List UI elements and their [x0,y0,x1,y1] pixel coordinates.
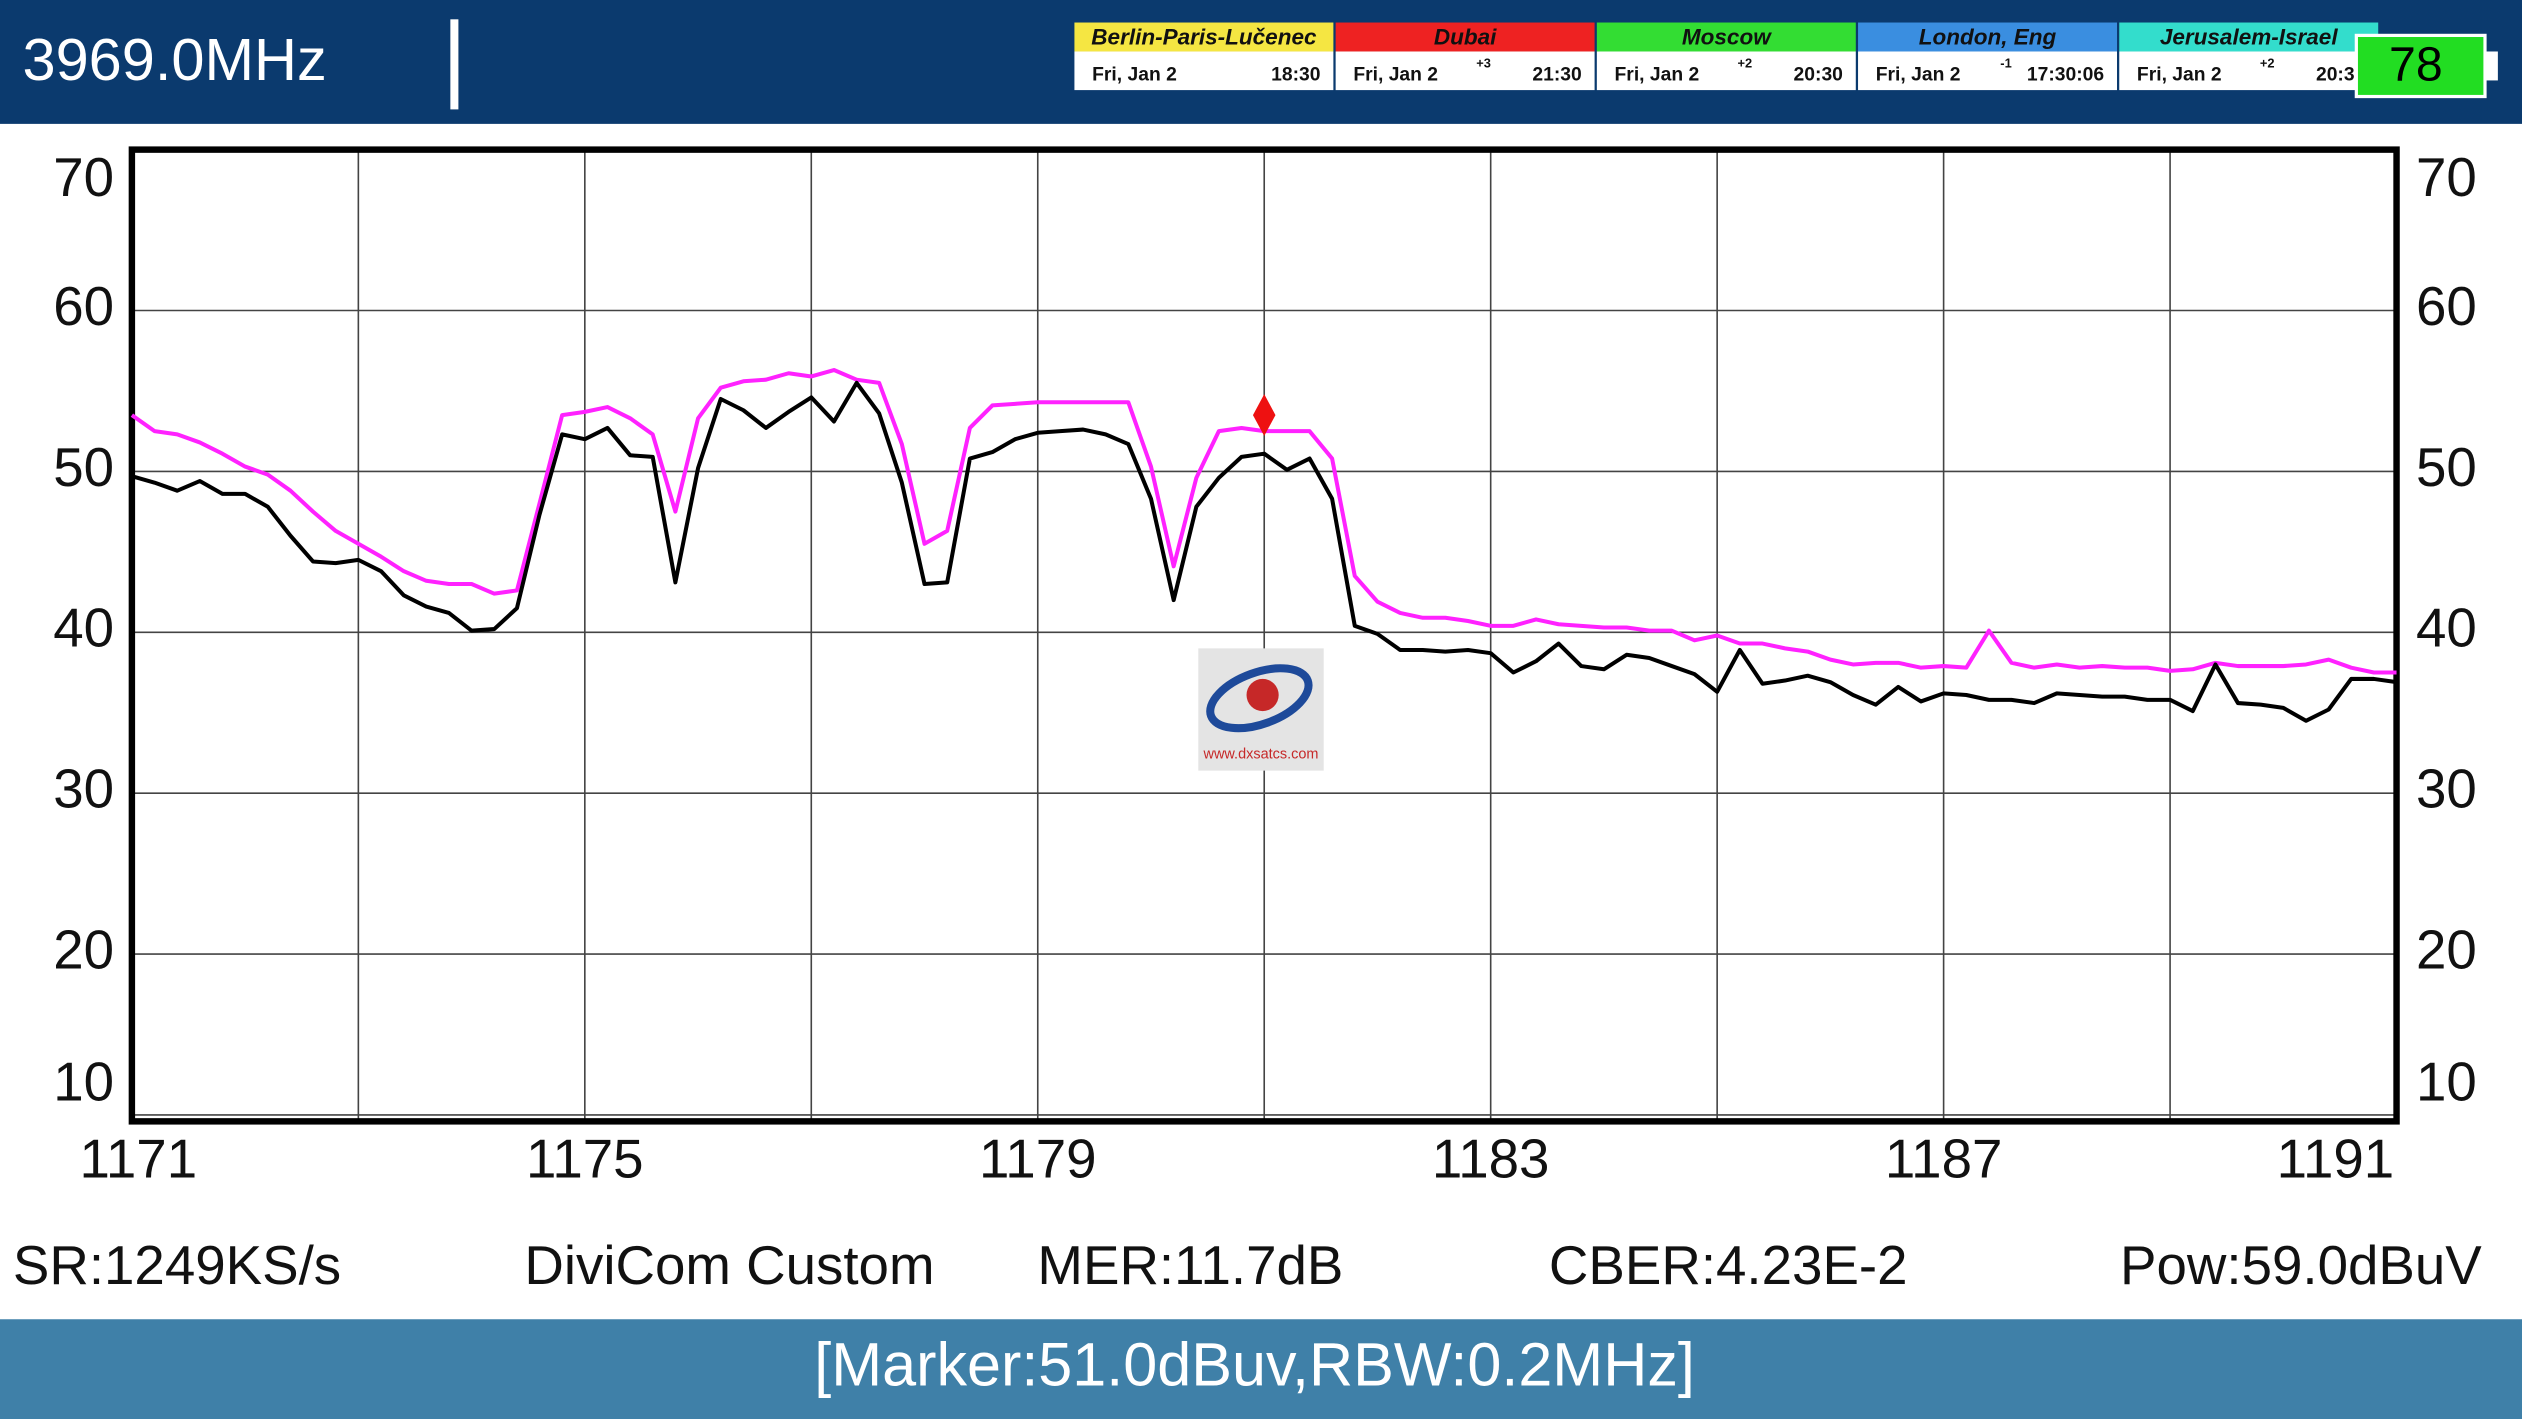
status-pow: Pow:59.0dBuV [2120,1234,2482,1296]
x-tick-label: 1183 [1432,1128,1550,1190]
y-tick-label: 30 [53,758,114,820]
frequency: 3969.0MHz [23,26,327,93]
y2-tick-label: 70 [2416,146,2477,208]
clock-date: Fri, Jan 2 [1353,65,1438,86]
clock-city: Jerusalem-Israel [2160,25,2338,50]
clock-time: 20:30 [1794,65,1843,86]
logo: www.dxsatcs.com [1198,648,1324,771]
x-tick-label: 1191 [2277,1128,2395,1190]
clock-header [2119,22,2379,52]
clock-header [1335,22,1595,52]
plot-frame [128,146,2400,1125]
clock-offset: +3 [1476,56,1491,71]
clock-body [1858,51,2118,91]
x-tick-label: 1187 [1885,1128,2003,1190]
clock-date: Fri, Jan 2 [2137,65,2222,86]
clock-time: 21:30 [1532,65,1581,86]
clock-body [1596,51,1856,91]
status-mer: MER:11.7dB [1037,1234,1343,1296]
clock-time: 17:30:06 [2027,65,2105,86]
logo-ring [1206,664,1313,733]
status-modulation: DiviCom Custom [524,1234,934,1296]
clock-header [1596,22,1856,52]
clock-offset: -1 [2000,56,2011,71]
y2-tick-label: 60 [2416,275,2477,337]
clock-body [1074,51,1334,91]
divider [450,19,459,110]
y2-tick-label: 20 [2416,918,2477,980]
y-tick-label: 50 [53,436,114,498]
x-tick-label: 1171 [80,1128,198,1190]
y-tick-label: 40 [53,597,114,659]
x-tick-label: 1179 [979,1128,1097,1190]
clocks: Berlin-Paris-Lučenec Fri, Jan 2 18:30 Dubai… [1074,22,2379,91]
battery-level: 78 [2389,37,2443,91]
y-tick-label: 70 [53,146,114,208]
marker-info: [Marker:51.0dBuv,RBW:0.2MHz] [814,1330,1695,1398]
status-cber: CBER:4.23E-2 [1549,1234,1908,1296]
clock-city: Berlin-Paris-Lučenec [1091,25,1317,50]
clock-header [1074,22,1334,52]
clock-date: Fri, Jan 2 [1615,65,1700,86]
clock-body [2119,51,2379,91]
status-sr: SR:1249KS/s [13,1234,341,1296]
clock-offset: +2 [1737,56,1752,71]
clock-city: London, Eng [1919,25,2057,50]
y-tick-label: 20 [53,918,114,980]
y-tick-label: 10 [53,1050,114,1112]
x-tick-label: 1175 [526,1128,644,1190]
y-tick-label: 60 [53,275,114,337]
battery-tip [2485,51,2498,81]
logo-dish [1246,678,1279,712]
plot: 10 10 20 20 30 30 40 40 50 50 60 60 70 70 1171 1175 1179… [53,146,2477,1189]
marker [1252,394,1276,436]
y2-tick-label: 10 [2416,1050,2477,1112]
clock-offset: +2 [2260,56,2275,71]
y2-tick-label: 30 [2416,758,2477,820]
clock-date: Fri, Jan 2 [1092,65,1177,86]
clock-city: Moscow [1682,25,1772,50]
clock-date: Fri, Jan 2 [1876,65,1961,86]
clock-time: 18:30 [1271,65,1320,86]
y2-tick-label: 40 [2416,597,2477,659]
logo-text: www.dxsatcs.com [1203,746,1319,762]
trace [131,380,2397,723]
clock-header [1858,22,2118,52]
clock-time: 20:30 [2316,65,2365,86]
footer-bar [0,1319,2522,1419]
clock-body [1335,51,1595,91]
clock-city: Dubai [1434,25,1497,50]
y2-tick-label: 50 [2416,436,2477,498]
